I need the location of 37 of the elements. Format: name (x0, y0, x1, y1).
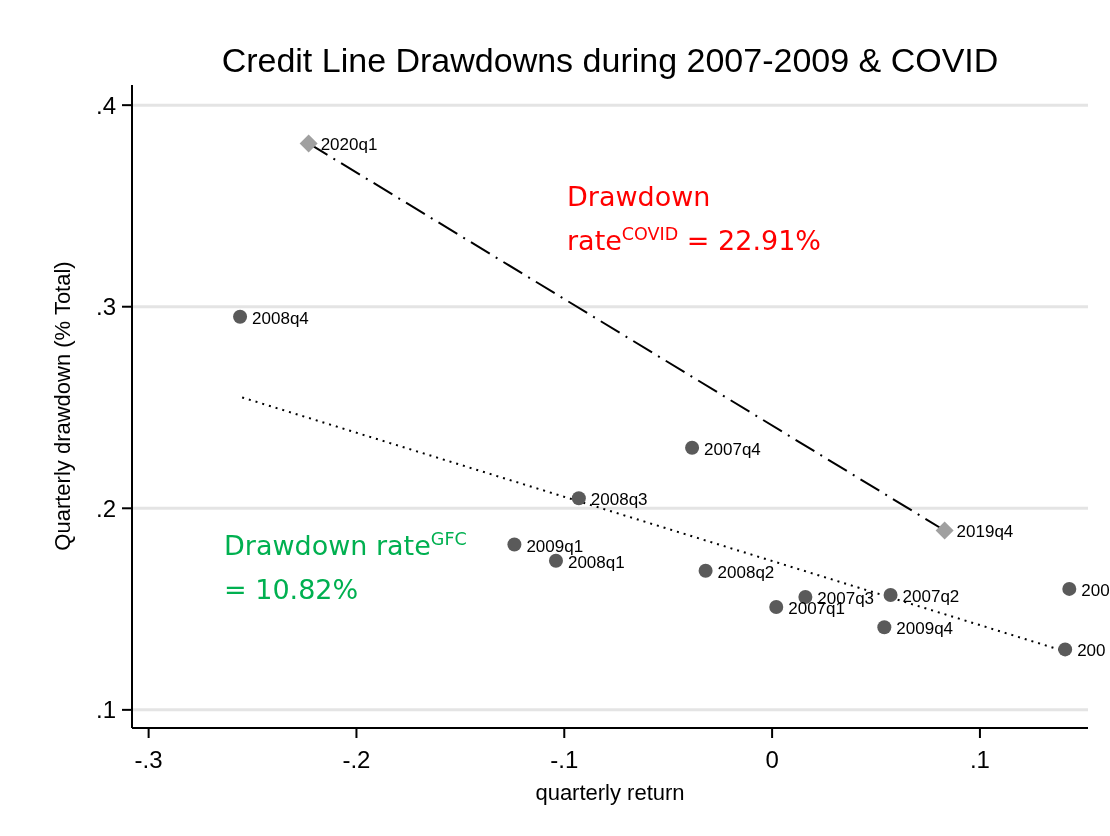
annotation: 2008q3 (590, 490, 648, 510)
annotation: Drawdown rate$^{COVID}$ = 22.91% (567, 181, 821, 256)
x-tick-label: -.3 (134, 746, 163, 773)
annotation: 200 (1077, 641, 1106, 661)
x-tick-label: -.1 (550, 746, 579, 773)
point (299, 134, 318, 153)
annotation: 2009q1 (526, 536, 584, 556)
point (769, 600, 784, 615)
x-tick-label: .1 (969, 746, 990, 773)
y-tick-label: .1 (95, 696, 116, 724)
point (1058, 642, 1073, 657)
x-axis-title: quarterly return (535, 780, 685, 805)
point (1062, 581, 1077, 596)
annotation: 2007q4 (704, 439, 761, 459)
y-axis-title: Quarterly drawdown (% Total) (50, 261, 75, 551)
y-tick-label: .4 (95, 91, 116, 119)
point (883, 587, 898, 602)
annotation: 2009q4 (896, 619, 954, 639)
point (571, 491, 586, 506)
annotation: 2020q1 (320, 135, 378, 155)
point (935, 521, 954, 540)
annotation: 2008q2 (717, 562, 775, 582)
x-tick-label: -.2 (342, 746, 371, 773)
point (507, 537, 522, 552)
point (877, 620, 892, 635)
point (233, 309, 248, 324)
chart-title: Credit Line Drawdowns during 2007-2009 & COVID (221, 41, 999, 79)
annotation: 2019q4 (956, 522, 1014, 542)
annotation: 200 (1081, 580, 1110, 600)
point (685, 440, 700, 455)
point (698, 563, 713, 578)
annotation: 2007q2 (902, 586, 960, 606)
y-tick-label: .2 (95, 494, 116, 522)
annotation: 2008q4 (252, 308, 309, 328)
text: Drawdown rate$^{GFC}$ = 10.82% (224, 529, 467, 605)
y-tick-label: .3 (95, 293, 116, 321)
x-tick-label: 0 (765, 746, 779, 773)
